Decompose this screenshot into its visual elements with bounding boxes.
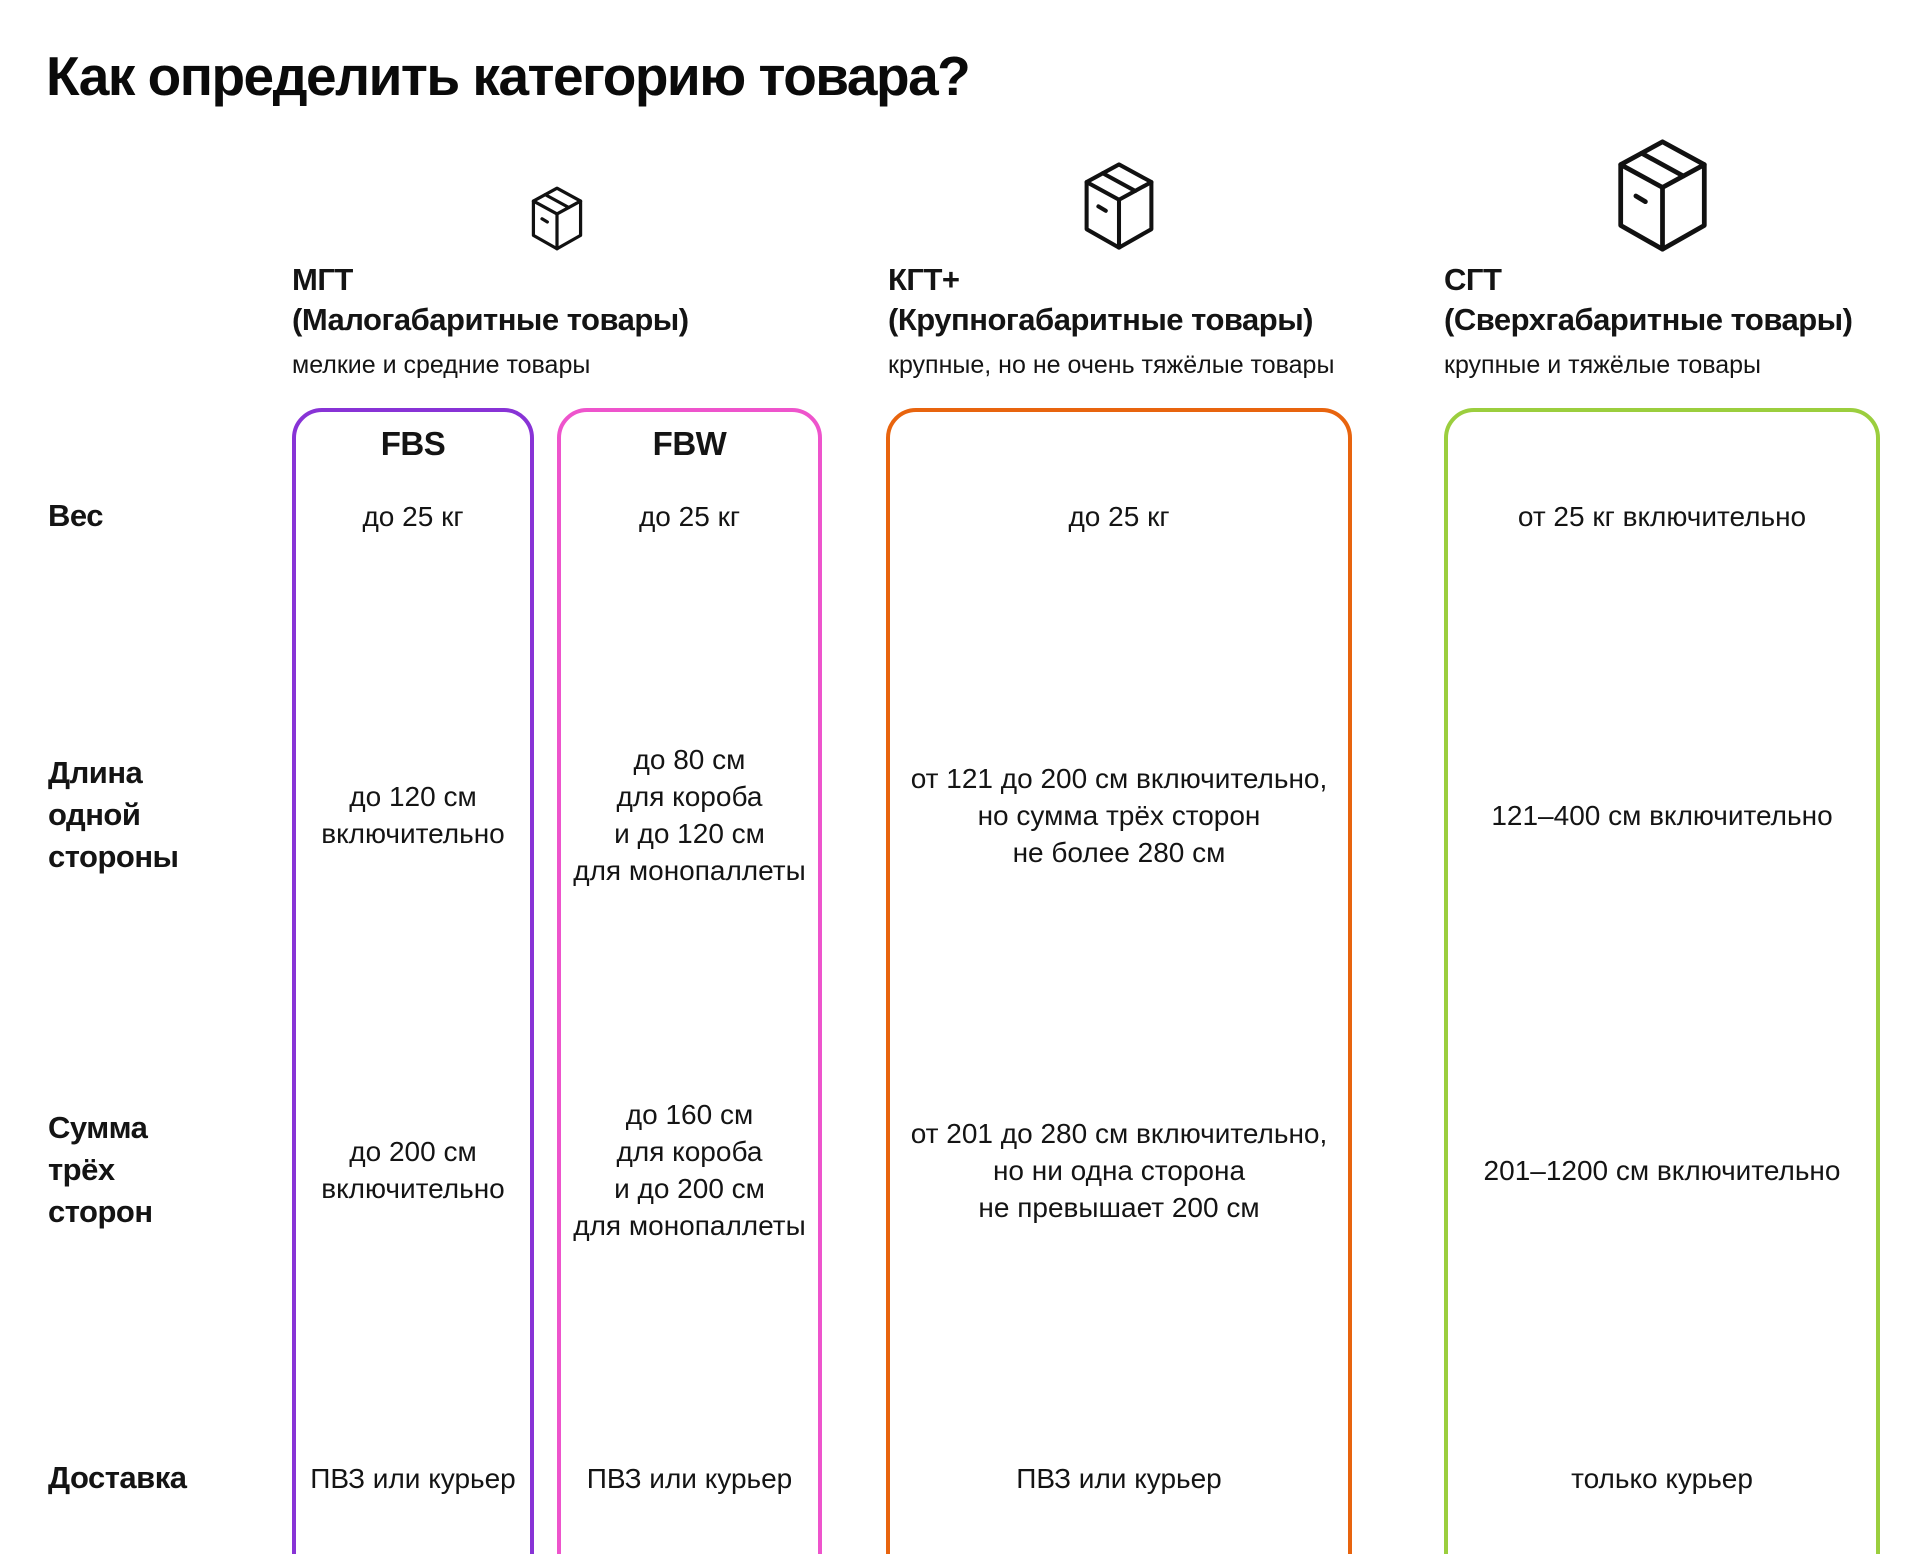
cell-side-length-fbw: до 80 см для короба и до 120 см для моно… (573, 744, 806, 886)
category-subtitle-mgt: мелкие и средние товары (292, 351, 591, 379)
cell-sum-fbw: до 160 см для короба и до 200 см для мон… (573, 1099, 806, 1241)
column-box-sgt (1444, 408, 1880, 1554)
column-box-fbw (557, 408, 822, 1554)
category-header-sgt: СГТ (Сверхгабаритные товары) (1444, 260, 1853, 340)
box-medium-icon (1082, 160, 1156, 252)
cell-weight-sgt: от 25 кг включительно (1517, 500, 1807, 532)
column-box-kgt (886, 408, 1352, 1554)
column-box-fbs (292, 408, 534, 1554)
category-header-mgt: МГТ (Малогабаритные товары) (292, 260, 689, 340)
row-label-delivery: Доставка (48, 1460, 187, 1495)
category-name-mgt: (Малогабаритные товары) (292, 302, 689, 337)
row-label-side-length: Длина одной стороны (48, 755, 179, 874)
cell-weight-kgt: до 25 кг (1068, 500, 1170, 532)
cell-delivery-fbw: ПВЗ или курьер (586, 1462, 793, 1494)
box-large-icon (1615, 136, 1710, 255)
category-name-kgt: (Крупногабаритные товары) (888, 302, 1314, 337)
cell-weight-fbs: до 25 кг (362, 500, 464, 532)
column-title-fbs: FBS (380, 425, 446, 462)
category-subtitle-sgt: крупные и тяжёлые товары (1444, 351, 1762, 379)
cell-sum-kgt: от 201 до 280 см включительно, но ни одн… (910, 1117, 1328, 1223)
category-abbr-mgt: МГТ (292, 262, 353, 297)
cell-side-length-fbs: до 120 см включительно (321, 781, 505, 849)
cell-weight-fbw: до 25 кг (638, 500, 741, 532)
category-header-kgt: КГТ+ (Крупногабаритные товары) (888, 260, 1314, 340)
box-small-icon (530, 185, 584, 252)
cell-sum-fbs: до 200 см включительно (321, 1136, 505, 1204)
cell-sum-sgt: 201–1200 см включительно (1483, 1154, 1841, 1186)
category-abbr-sgt: СГТ (1444, 262, 1502, 297)
row-label-weight: Вес (48, 498, 103, 533)
cell-side-length-kgt: от 121 до 200 см включительно, но сумма … (910, 762, 1328, 868)
category-subtitle-kgt: крупные, но не очень тяжёлые товары (888, 351, 1335, 379)
page-title: Как определить категорию товара? (46, 45, 971, 107)
cell-delivery-kgt: ПВЗ или курьер (1016, 1462, 1222, 1494)
cell-delivery-sgt: только курьер (1571, 1462, 1753, 1494)
cell-delivery-fbs: ПВЗ или курьер (310, 1462, 516, 1494)
category-name-sgt: (Сверхгабаритные товары) (1444, 302, 1853, 337)
column-title-fbw: FBW (652, 425, 727, 462)
cell-side-length-sgt: 121–400 см включительно (1491, 799, 1833, 831)
category-abbr-kgt: КГТ+ (888, 262, 960, 297)
row-label-sum-three-sides: Сумма трёх сторон (48, 1110, 153, 1229)
